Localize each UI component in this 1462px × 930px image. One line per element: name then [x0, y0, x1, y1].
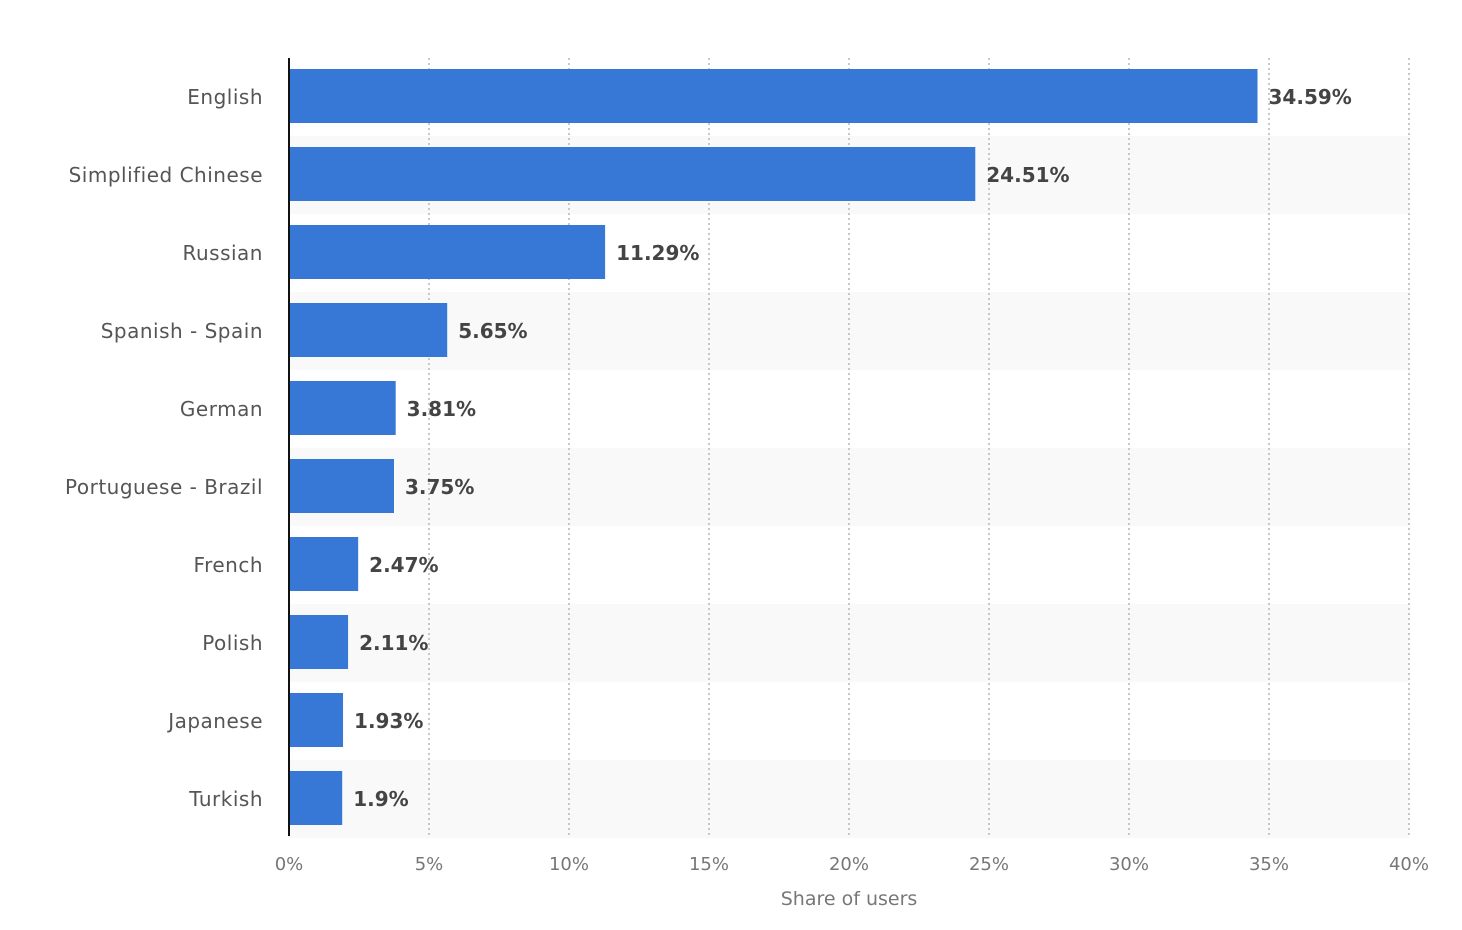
bar[interactable] [289, 147, 976, 201]
data-label: 3.81% [407, 397, 476, 421]
x-tick-label: 30% [1109, 854, 1149, 875]
bar[interactable] [289, 537, 359, 591]
category-label: Turkish [188, 787, 263, 811]
x-axis-label: Share of users [781, 888, 918, 910]
bar[interactable] [289, 225, 606, 279]
x-tick-label: 35% [1249, 854, 1289, 875]
data-label: 11.29% [616, 241, 699, 265]
category-label: French [194, 553, 263, 577]
x-tick-label: 0% [275, 854, 304, 875]
x-tick-label: 5% [415, 854, 444, 875]
bar[interactable] [289, 615, 349, 669]
data-label: 2.11% [359, 631, 428, 655]
category-label: Polish [202, 631, 263, 655]
data-label: 1.93% [354, 709, 423, 733]
bar[interactable] [289, 69, 1258, 123]
x-tick-label: 15% [689, 854, 729, 875]
x-tick-label: 25% [969, 854, 1009, 875]
x-tick-label: 40% [1389, 854, 1429, 875]
bar[interactable] [289, 303, 448, 357]
category-label: Japanese [166, 709, 263, 733]
data-label: 24.51% [986, 163, 1069, 187]
category-label: Simplified Chinese [69, 163, 263, 187]
data-label: 3.75% [405, 475, 474, 499]
bar[interactable] [289, 771, 343, 825]
bar[interactable] [289, 381, 396, 435]
category-label: English [187, 85, 263, 109]
x-tick-label: 20% [829, 854, 869, 875]
category-label: Spanish - Spain [101, 319, 263, 343]
category-label: German [180, 397, 263, 421]
data-label: 5.65% [458, 319, 527, 343]
data-label: 2.47% [369, 553, 438, 577]
bar[interactable] [289, 693, 344, 747]
data-label: 1.9% [353, 787, 408, 811]
category-label: Portuguese - Brazil [65, 475, 263, 499]
x-tick-label: 10% [549, 854, 589, 875]
data-label: 34.59% [1269, 85, 1352, 109]
bar[interactable] [289, 459, 394, 513]
category-label: Russian [182, 241, 263, 265]
